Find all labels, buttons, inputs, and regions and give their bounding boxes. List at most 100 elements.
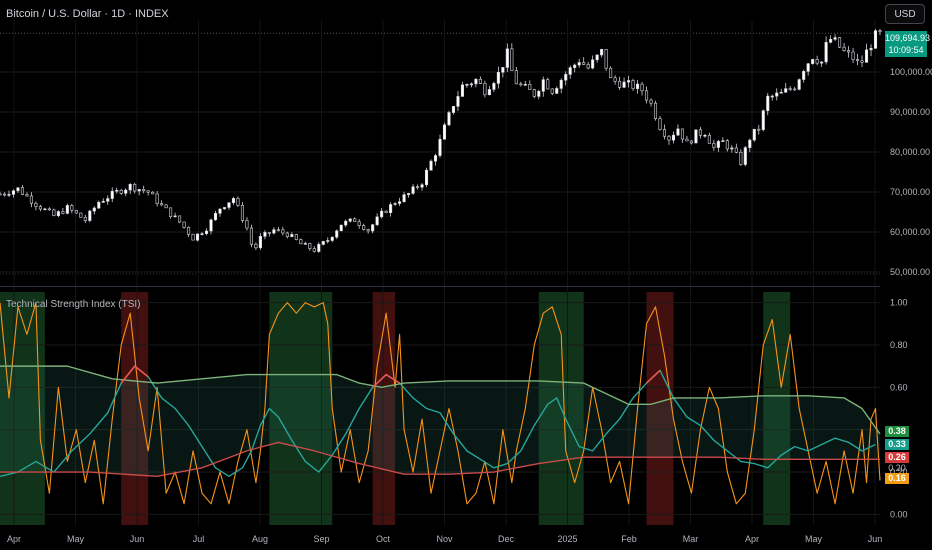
candle-body (784, 88, 788, 93)
x-tick-label: Nov (436, 534, 453, 544)
osc-tick-label: 1.00 (890, 298, 908, 308)
candle-body (478, 79, 482, 84)
candle-body (245, 220, 249, 229)
osc-tick-label: 0.60 (890, 382, 908, 392)
candle-body (627, 80, 631, 83)
candle-body (115, 189, 119, 192)
candle-body (267, 232, 271, 234)
candle-body (281, 229, 285, 234)
candle-body (752, 128, 756, 141)
candle-body (631, 80, 635, 89)
candle-body (101, 200, 105, 203)
candle-body (739, 152, 743, 165)
candle-body (312, 248, 316, 252)
candle-body (748, 139, 752, 148)
x-tick-label: Jun (130, 534, 145, 544)
candle-body (411, 186, 415, 194)
price-tick-label: 100,000.00 (890, 67, 932, 77)
candle-body (591, 59, 595, 69)
candle-body (680, 128, 684, 140)
candle-body (178, 215, 182, 223)
candle-body (658, 118, 662, 130)
candle-body (609, 67, 613, 79)
candle-body (523, 84, 527, 86)
candle-body (424, 169, 429, 186)
candle-body (600, 49, 604, 56)
candle-body (582, 62, 586, 65)
candle-body (61, 211, 65, 214)
candle-body (339, 224, 343, 232)
x-tick-label: Apr (7, 534, 21, 544)
candle-body (97, 202, 101, 209)
candle-body (16, 187, 20, 192)
candle-body (829, 39, 833, 43)
candle-body (667, 135, 671, 141)
candle-body (119, 189, 123, 194)
x-tick-label: Feb (621, 534, 637, 544)
candle-body (644, 90, 649, 101)
tsi-value-badge: 0.33 (885, 439, 909, 450)
candle-body (317, 244, 321, 252)
candle-body (137, 189, 141, 192)
candle-body (811, 59, 815, 64)
candle-body (429, 160, 433, 171)
candle-body (294, 234, 298, 240)
candle-body (456, 96, 460, 107)
candle-body (640, 83, 644, 92)
candle-body (11, 190, 16, 195)
candle-body (698, 129, 702, 136)
pane-separator[interactable] (0, 286, 880, 287)
candle-body (402, 194, 406, 202)
candle-body (227, 202, 231, 208)
series-line-orange (0, 302, 881, 505)
candle-body (734, 147, 738, 153)
series-line-teal (0, 365, 876, 477)
candle-body (779, 91, 783, 94)
candle-body (694, 129, 698, 144)
candle-body (537, 90, 541, 97)
candle-body (721, 140, 725, 142)
candle-body (236, 198, 240, 206)
currency-button[interactable]: USD (885, 4, 925, 24)
candle-body (451, 106, 456, 113)
price-tick-label: 70,000.00 (890, 187, 930, 197)
candle-body (353, 218, 357, 223)
candle-body (263, 232, 267, 237)
candle-body (330, 236, 334, 241)
candle-body (393, 203, 397, 205)
price-tick-label: 80,000.00 (890, 147, 930, 157)
candle-body (528, 84, 532, 90)
candle-body (151, 191, 155, 195)
candle-body (124, 189, 128, 194)
candle-body (833, 37, 837, 40)
candle-body (146, 190, 150, 193)
candle-body (793, 88, 797, 91)
candle-body (366, 229, 370, 232)
indicator-title: Technical Strength Index (TSI) (6, 299, 141, 310)
candle-body (505, 48, 509, 68)
candle-body (92, 207, 96, 212)
candle-body (725, 140, 729, 150)
osc-tick-label: 0.00 (890, 509, 908, 519)
candle-body (335, 230, 339, 238)
x-tick-label: Aug (252, 534, 268, 544)
candle-body (285, 232, 289, 237)
last-price-value: 109,694.93 (885, 33, 931, 43)
candle-body (487, 89, 491, 96)
candle-body (79, 212, 83, 218)
channel-fill (0, 366, 880, 477)
candle-body (384, 210, 388, 214)
candle-body (820, 61, 824, 64)
candle-body (371, 224, 375, 232)
candle-body (743, 147, 747, 165)
candle-body (110, 190, 114, 199)
candle-body (483, 83, 487, 96)
price-tick-label: 50,000.00 (890, 267, 930, 277)
candle-body (806, 63, 810, 72)
candle-body (204, 230, 209, 234)
candle-body (20, 187, 24, 195)
series-line-teal-strong (120, 365, 661, 388)
candle-body (290, 234, 294, 237)
candle-body (573, 64, 577, 68)
